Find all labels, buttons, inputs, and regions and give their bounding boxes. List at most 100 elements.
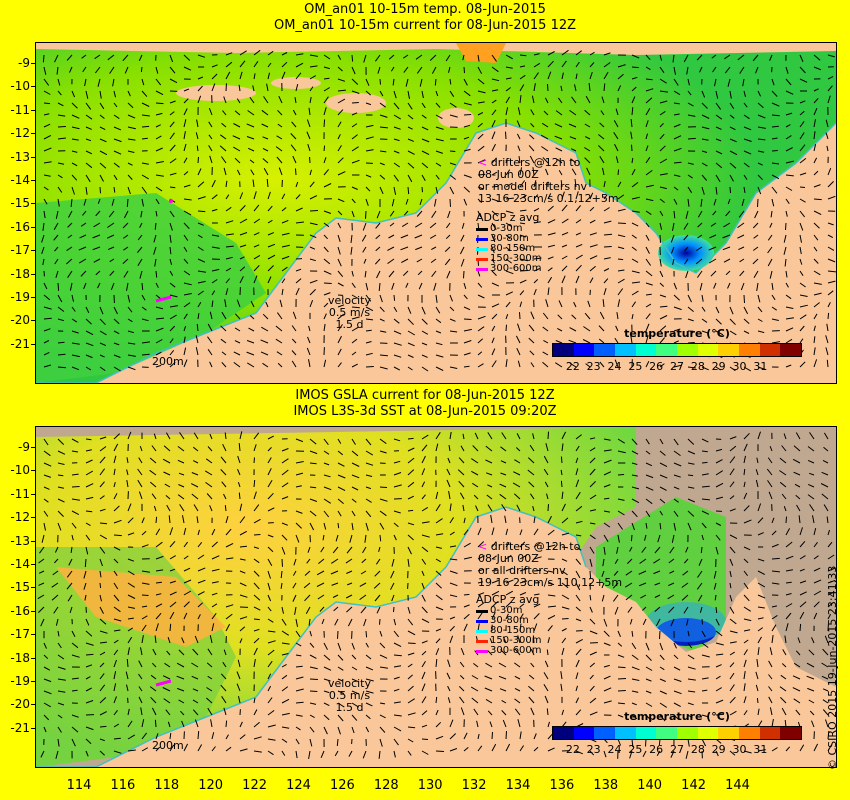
adcp-arrow-icon xyxy=(476,267,488,271)
colorbar-swatch xyxy=(739,344,760,356)
current-vector xyxy=(308,325,311,332)
current-vector xyxy=(723,222,731,228)
current-vector xyxy=(365,654,372,660)
current-vector xyxy=(393,186,397,195)
current-vector xyxy=(588,83,591,92)
current-vector xyxy=(701,294,704,302)
current-vector xyxy=(631,281,640,284)
current-vector xyxy=(85,90,89,99)
current-vector xyxy=(418,282,423,290)
current-vector xyxy=(99,725,107,728)
panel2-drifters-legend: < drifters @12h to 08-Jun 00Z or all dri… xyxy=(478,540,623,589)
current-vector xyxy=(281,482,289,488)
current-vector xyxy=(292,109,297,116)
current-vector xyxy=(713,570,717,579)
current-vector xyxy=(295,738,300,745)
current-vector xyxy=(715,138,722,142)
current-vector xyxy=(673,462,682,467)
current-vector xyxy=(603,471,612,476)
current-vector xyxy=(739,270,745,277)
current-vector xyxy=(827,258,836,263)
current-vector xyxy=(575,659,580,668)
current-vector xyxy=(561,265,568,272)
current-vector xyxy=(570,148,577,152)
current-vector xyxy=(211,268,220,272)
current-vector xyxy=(154,635,157,644)
current-vector xyxy=(799,568,805,572)
current-vector xyxy=(673,486,680,490)
current-vector xyxy=(771,102,780,107)
current-vector xyxy=(374,258,381,265)
current-vector xyxy=(113,710,118,716)
current-vector xyxy=(220,684,227,692)
current-vector xyxy=(785,294,792,300)
current-vector xyxy=(163,445,171,452)
current-vector xyxy=(155,294,162,300)
latitude-tick-label: -13 xyxy=(10,149,30,164)
current-vector xyxy=(782,649,787,656)
velocity-speed: 0.5 m/s xyxy=(328,689,371,702)
current-vector xyxy=(673,678,682,682)
current-vector xyxy=(155,270,158,278)
current-vector xyxy=(755,469,759,476)
current-vector xyxy=(631,690,639,693)
current-vector xyxy=(757,306,763,313)
current-vector xyxy=(715,470,723,476)
map-panel-model[interactable] xyxy=(35,42,837,384)
current-vector xyxy=(169,349,175,356)
current-vector xyxy=(70,546,73,553)
current-vector xyxy=(379,630,383,637)
current-vector xyxy=(659,654,665,661)
current-vector xyxy=(281,698,290,704)
current-vector xyxy=(220,469,227,476)
current-vector xyxy=(653,570,661,575)
adcp-label: 80-150m xyxy=(490,243,536,254)
adcp-label: 0-30m xyxy=(490,223,523,234)
map-panel-imos[interactable] xyxy=(35,426,837,768)
current-vector xyxy=(631,738,634,747)
current-vector xyxy=(43,702,51,708)
current-vector xyxy=(435,696,438,704)
current-vector xyxy=(757,174,763,181)
current-vector xyxy=(169,111,175,116)
current-vector xyxy=(533,613,540,620)
current-vector xyxy=(659,66,665,74)
current-vector xyxy=(822,688,829,692)
current-vector xyxy=(97,198,101,204)
current-vector xyxy=(281,674,288,680)
current-vector xyxy=(659,315,668,320)
current-vector xyxy=(55,618,59,626)
current-vector xyxy=(169,314,177,320)
current-vector xyxy=(267,62,272,68)
current-vector xyxy=(729,641,737,644)
current-vector xyxy=(505,359,508,368)
current-vector xyxy=(169,78,178,84)
current-vector xyxy=(336,738,339,746)
current-vector xyxy=(253,558,260,564)
current-vector xyxy=(809,710,815,716)
current-vector xyxy=(519,603,525,608)
adcp-arrow-icon xyxy=(476,257,488,261)
current-vector xyxy=(323,292,331,296)
current-vector xyxy=(485,459,493,464)
current-vector xyxy=(236,671,241,680)
current-vector xyxy=(743,294,745,304)
current-vector xyxy=(659,90,668,93)
current-vector xyxy=(435,138,444,142)
current-vector xyxy=(99,150,108,156)
current-vector xyxy=(630,335,633,344)
current-vector xyxy=(99,318,106,326)
current-vector xyxy=(668,606,675,614)
current-vector xyxy=(729,495,735,500)
current-vector xyxy=(113,493,118,500)
current-vector xyxy=(85,618,90,626)
current-vector xyxy=(379,78,381,85)
current-vector xyxy=(519,246,528,250)
current-vector xyxy=(517,323,521,332)
latitude-tick xyxy=(31,493,36,495)
current-vector xyxy=(491,555,497,560)
current-vector xyxy=(729,696,736,704)
adcp-row: 0-30m xyxy=(476,223,542,234)
current-vector xyxy=(806,662,815,668)
current-vector xyxy=(684,246,689,252)
